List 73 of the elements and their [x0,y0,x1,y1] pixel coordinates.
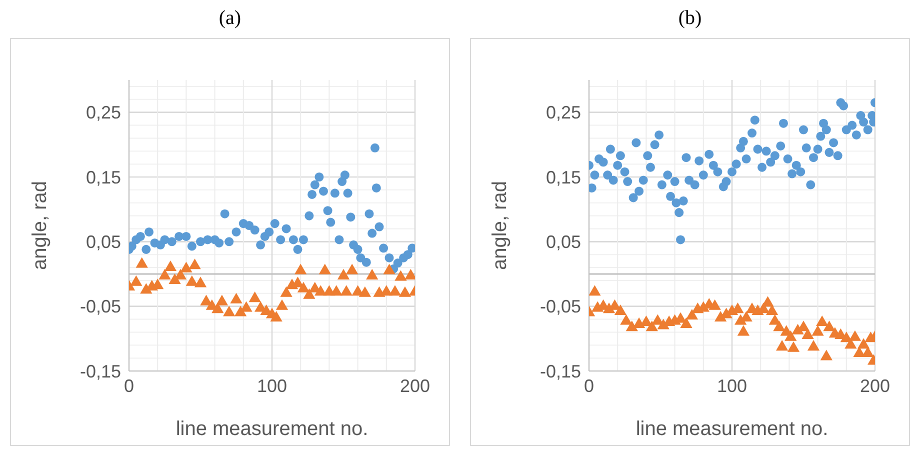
point [620,314,632,325]
point [158,268,171,280]
point [212,302,224,314]
point [276,299,288,310]
point [270,310,282,322]
point [802,328,814,339]
point [340,285,352,296]
x-tick-label: 0 [124,376,134,396]
point [708,299,721,310]
point [787,341,800,352]
point [823,320,836,332]
point [737,325,750,336]
point [812,325,824,336]
y-tick-label: 0,05 [86,232,121,252]
point [366,268,378,280]
y-tick-label: 0,25 [546,102,581,123]
x-axis-title: line measurement no. [636,418,828,440]
point [223,306,236,316]
x-tick-label: 100 [716,376,748,396]
point [776,340,788,351]
point [358,286,372,297]
point [784,330,797,341]
point [294,264,307,274]
y-tick-label: 0,25 [86,102,121,123]
point [589,285,601,296]
point [186,275,198,286]
point [614,304,627,316]
y-tick-label: -0,15 [80,361,121,382]
x-axis-title: line measurement no. [176,418,368,440]
y-axis-title: angle, rad [29,181,52,270]
y-tick-label: 0,15 [86,167,121,188]
point [188,258,201,270]
point [180,262,192,272]
point [686,309,698,320]
y-tick-label: 0,05 [546,232,581,252]
y-tick-label: -0,05 [540,296,581,317]
point [130,275,142,286]
y-tick-label: -0,05 [80,296,121,317]
point [398,286,412,297]
point [848,330,862,341]
point [646,320,658,332]
point [857,338,870,349]
point [318,264,331,274]
x-tick-label: 200 [400,376,430,396]
point [280,286,292,297]
point [164,260,177,272]
chart-title: (b) [677,6,703,31]
point [773,320,786,332]
point [346,264,358,274]
point [816,315,828,326]
point [230,292,242,304]
point [394,270,407,281]
point [194,276,207,288]
point [337,268,350,280]
point [314,285,327,296]
point [136,257,148,268]
point [680,317,692,328]
y-tick-label: -0,15 [540,361,581,382]
point [388,285,402,296]
point [303,288,316,299]
point [820,350,832,360]
x-tick-label: 0 [584,376,594,396]
chart-title: (a) [218,6,242,31]
x-tick-label: 200 [860,376,890,396]
y-tick-label: 0,15 [546,167,581,188]
point [248,292,261,302]
point [216,294,228,306]
point [297,282,310,292]
point [330,285,342,296]
x-tick-label: 100 [256,376,288,396]
y-axis-title: angle, rad [489,181,512,270]
point [383,264,396,274]
point [807,340,820,351]
